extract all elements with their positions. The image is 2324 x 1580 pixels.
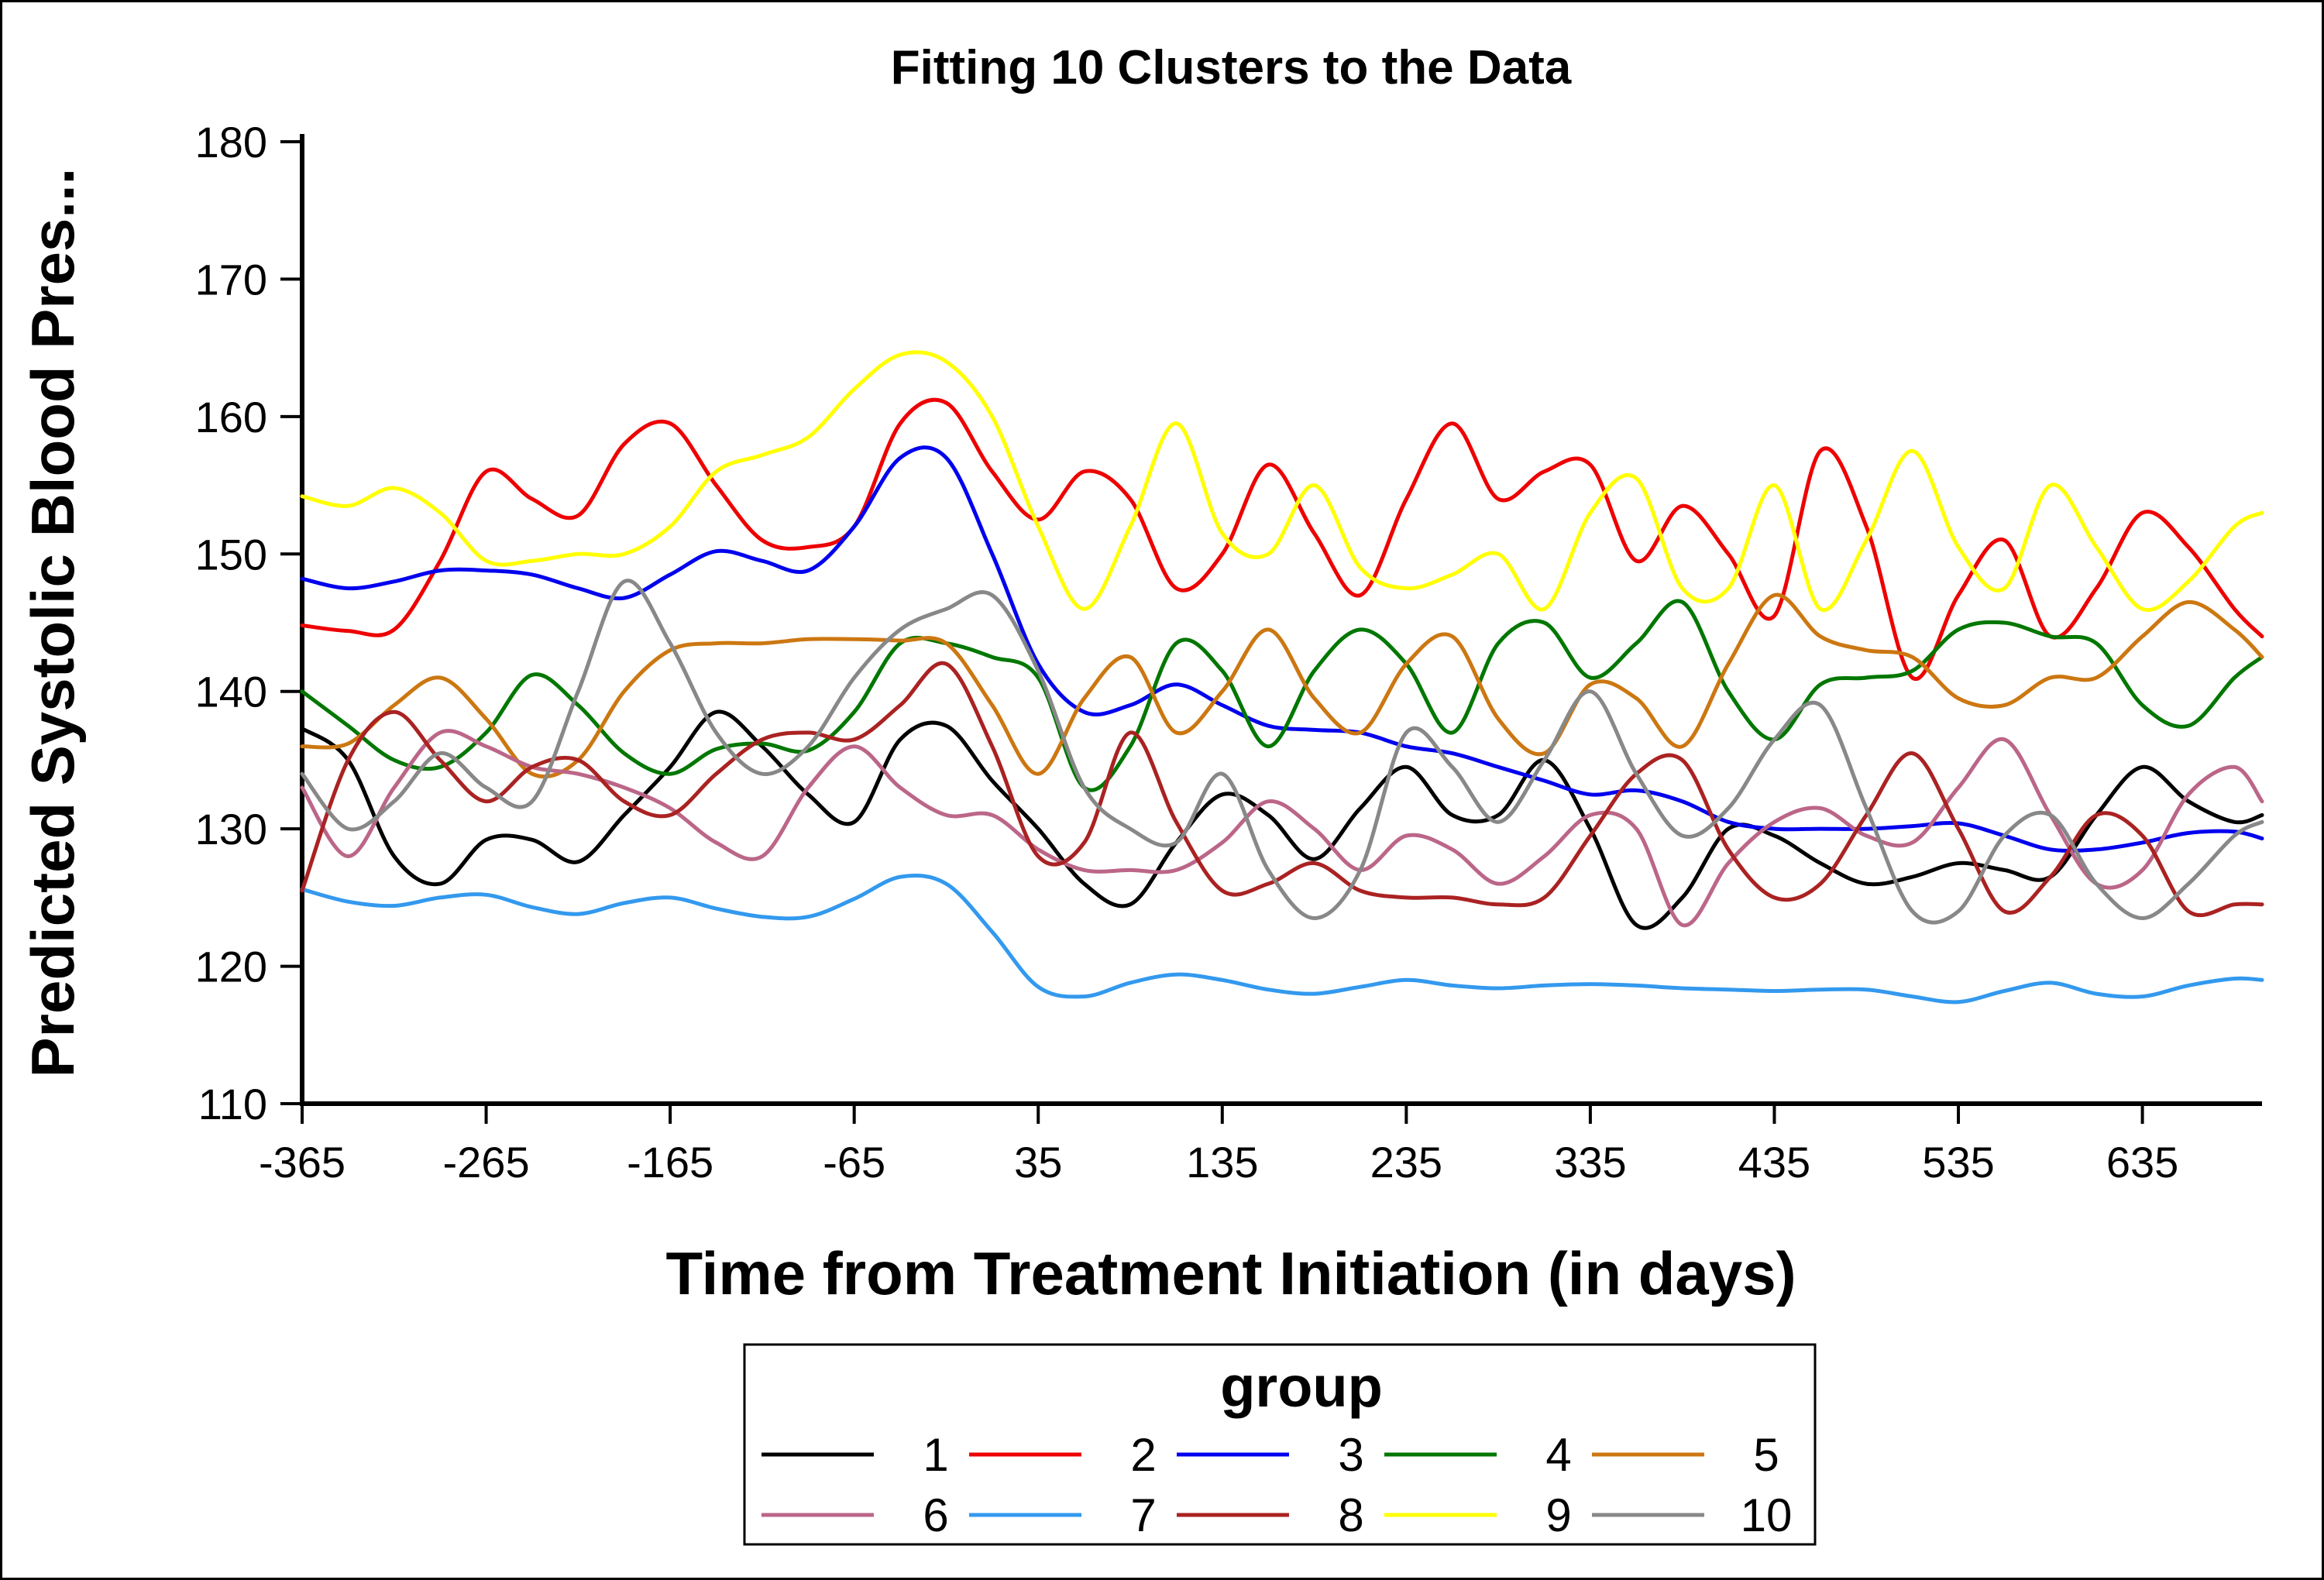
legend-label-8: 8 <box>1338 1489 1363 1541</box>
x-axis-label: Time from Treatment Initiation (in days) <box>665 1239 1796 1307</box>
series-line-10 <box>300 579 2264 925</box>
series-line-8 <box>300 661 2264 918</box>
x-tick-label: 435 <box>1738 1138 1810 1187</box>
series-line-2 <box>300 397 2264 682</box>
y-tick-label: 160 <box>195 393 267 441</box>
series-line-1 <box>300 709 2264 930</box>
y-tick-label: 170 <box>195 255 267 304</box>
series-line-4 <box>300 599 2264 792</box>
series-line-5 <box>300 592 2264 779</box>
legend-label-1: 1 <box>923 1429 948 1481</box>
chart-title: Fitting 10 Clusters to the Data <box>891 41 1572 94</box>
legend-title: group <box>1220 1355 1383 1419</box>
x-tick-label: -265 <box>443 1138 530 1187</box>
legend-label-3: 3 <box>1338 1429 1363 1481</box>
y-axis: 110 120 130 140 150 160 170 180 <box>195 118 304 1128</box>
y-tick-label: 180 <box>195 118 267 167</box>
legend-label-4: 4 <box>1545 1429 1571 1481</box>
y-tick-label: 130 <box>195 805 267 854</box>
y-tick-label: 110 <box>198 1080 267 1128</box>
y-tick-label: 120 <box>195 943 267 991</box>
legend-label-6: 6 <box>923 1489 948 1541</box>
series-lines <box>300 350 2264 1005</box>
x-tick-label: -65 <box>823 1138 885 1187</box>
legend-label-10: 10 <box>1741 1489 1793 1541</box>
x-tick-label: 35 <box>1014 1138 1062 1187</box>
x-tick-label: 635 <box>2106 1138 2178 1187</box>
series-line-6 <box>300 729 2264 928</box>
legend-label-7: 7 <box>1130 1489 1156 1541</box>
series-line-9 <box>300 350 2264 613</box>
y-tick-label: 140 <box>195 668 267 716</box>
legend: group 1 2 3 4 5 6 7 8 9 10 <box>743 1343 1817 1546</box>
y-axis-label: Predicted Systolic Blood Pres... <box>19 168 87 1078</box>
x-tick-label: 235 <box>1370 1138 1442 1187</box>
legend-label-5: 5 <box>1753 1429 1779 1481</box>
x-axis: -365 -265 -165 -65 35 135 235 335 435 535 635 <box>259 1101 2262 1187</box>
series-line-7 <box>300 873 2264 1005</box>
series-line-3 <box>300 445 2264 853</box>
x-tick-label: 535 <box>1922 1138 1994 1187</box>
legend-box <box>743 1343 1817 1546</box>
legend-label-2: 2 <box>1130 1429 1156 1481</box>
x-tick-label: -365 <box>259 1138 346 1187</box>
y-tick-label: 150 <box>195 530 267 579</box>
x-tick-label: 335 <box>1554 1138 1626 1187</box>
legend-label-9: 9 <box>1545 1489 1571 1541</box>
x-tick-label: 135 <box>1186 1138 1258 1187</box>
x-tick-label: -165 <box>627 1138 713 1187</box>
